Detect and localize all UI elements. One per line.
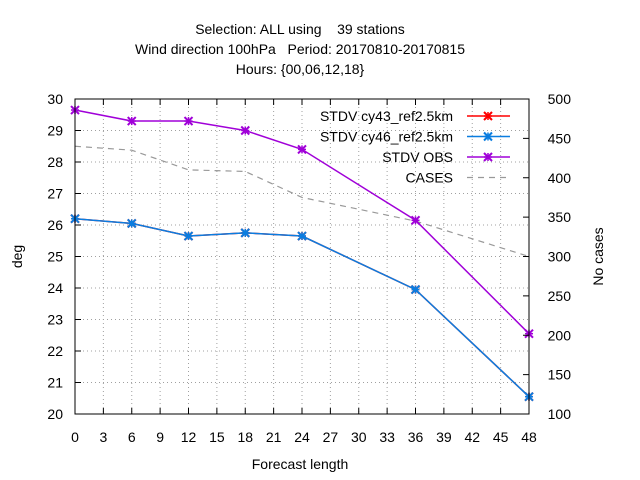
x-tick-label: 9 bbox=[156, 429, 164, 445]
x-tick-label: 21 bbox=[266, 429, 282, 445]
chart-title-line: Hours: {00,06,12,18} bbox=[236, 61, 365, 77]
y2-tick-label: 300 bbox=[548, 249, 572, 265]
x-tick-label: 0 bbox=[71, 429, 79, 445]
x-tick-label: 33 bbox=[379, 429, 395, 445]
y2-tick-label: 250 bbox=[548, 288, 572, 304]
y-tick-label: 28 bbox=[47, 154, 63, 170]
chart-title-line: Wind direction 100hPa Period: 20170810-2… bbox=[135, 41, 465, 57]
x-tick-label: 42 bbox=[464, 429, 480, 445]
x-tick-label: 45 bbox=[493, 429, 509, 445]
x-tick-label: 27 bbox=[323, 429, 339, 445]
axes: 0 3 6 9 12 15 18 21 24 27 30 33 36 39 42 45 482021222324… bbox=[47, 91, 571, 445]
y-tick-label: 29 bbox=[47, 123, 63, 139]
y2-axis-label: No cases bbox=[590, 227, 606, 285]
x-axis-label: Forecast length bbox=[252, 456, 349, 472]
legend-label: STDV cy43_ref2.5km bbox=[320, 108, 453, 124]
legend-label: CASES bbox=[406, 170, 453, 186]
y-tick-label: 23 bbox=[47, 312, 63, 328]
y-tick-label: 20 bbox=[47, 406, 63, 422]
y2-tick-label: 450 bbox=[548, 130, 572, 146]
y-tick-label: 27 bbox=[47, 186, 63, 202]
x-tick-label: 12 bbox=[181, 429, 197, 445]
x-tick-label: 36 bbox=[408, 429, 424, 445]
y-tick-label: 21 bbox=[47, 375, 63, 391]
x-tick-label: 18 bbox=[237, 429, 253, 445]
y-tick-label: 25 bbox=[47, 249, 63, 265]
y-tick-label: 22 bbox=[47, 343, 63, 359]
series-2 bbox=[70, 105, 534, 339]
y2-tick-label: 400 bbox=[548, 170, 572, 186]
x-tick-label: 24 bbox=[294, 429, 310, 445]
legend-label: STDV OBS bbox=[382, 149, 453, 165]
y2-tick-label: 200 bbox=[548, 327, 572, 343]
legend-label: STDV cy46_ref2.5km bbox=[320, 129, 453, 145]
y2-tick-label: 150 bbox=[548, 367, 572, 383]
x-tick-label: 15 bbox=[209, 429, 225, 445]
y-tick-label: 26 bbox=[47, 217, 63, 233]
x-tick-label: 39 bbox=[436, 429, 452, 445]
x-tick-label: 3 bbox=[99, 429, 107, 445]
y-tick-label: 30 bbox=[47, 91, 63, 107]
chart-title-group: Selection: ALL using 39 stations Wind dir… bbox=[135, 21, 465, 77]
y2-tick-label: 100 bbox=[548, 406, 572, 422]
y-axis-label: deg bbox=[9, 245, 25, 268]
y2-tick-label: 350 bbox=[548, 209, 572, 225]
y-tick-label: 24 bbox=[47, 280, 63, 296]
legend: STDV cy43_ref2.5km STDV cy46_ref2.5km STDV… bbox=[320, 108, 510, 186]
series-layer bbox=[70, 105, 534, 402]
y2-tick-label: 500 bbox=[548, 91, 572, 107]
chart-title-line: Selection: ALL using 39 stations bbox=[195, 21, 405, 37]
x-tick-label: 48 bbox=[521, 429, 537, 445]
x-tick-label: 6 bbox=[128, 429, 136, 445]
x-tick-label: 30 bbox=[351, 429, 367, 445]
